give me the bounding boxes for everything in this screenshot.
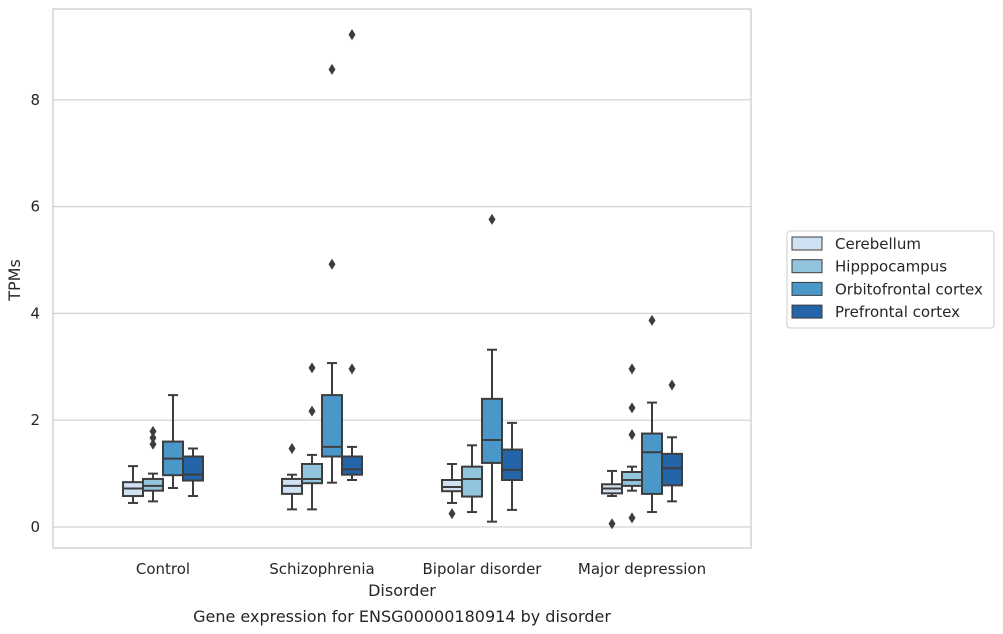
box-2-0 <box>162 394 184 490</box>
box-body <box>661 452 683 487</box>
outlier-point <box>488 213 496 225</box>
box-3-0 <box>182 447 204 498</box>
outlier-point <box>628 512 636 524</box>
box-1-0 <box>142 425 164 503</box>
outlier-point <box>288 443 296 455</box>
legend-swatch <box>791 259 823 274</box>
box-body <box>641 432 663 495</box>
outlier-point <box>668 379 676 391</box>
legend-swatch <box>791 304 823 319</box>
axes: 0 2 4 6 8 Control Schizophrenia Bipolar disorde… <box>30 8 752 578</box>
plot-frame <box>52 8 752 549</box>
x-axis-label: Disorder <box>368 581 436 600</box>
x-tick-label: Bipolar disorder <box>423 560 543 578</box>
box-body <box>182 455 204 482</box>
chart-caption: Gene expression for ENSG00000180914 by d… <box>193 607 611 626</box>
x-tick-label: Control <box>136 560 190 578</box>
box-0-0 <box>122 465 144 504</box>
box-body <box>301 462 323 485</box>
box-body <box>481 397 503 464</box>
legend: Cerebellum Hipppocampus Orbitofrontal cort… <box>786 230 995 329</box>
outlier-point <box>328 258 336 270</box>
legend-swatch <box>791 236 823 251</box>
box-body <box>321 394 343 458</box>
outlier-point <box>348 363 356 375</box>
legend-swatch <box>791 281 823 296</box>
legend-entry: Cerebellum <box>835 235 921 253</box>
box-0-3 <box>601 469 623 530</box>
outlier-point <box>648 314 656 326</box>
box-1-1 <box>301 362 323 511</box>
outlier-point <box>608 518 616 530</box>
box-0-1 <box>281 443 303 511</box>
outlier-point <box>149 425 157 437</box>
outlier-point <box>149 438 157 450</box>
outlier-point <box>628 363 636 375</box>
box-body <box>341 455 363 476</box>
legend-frame <box>786 230 995 329</box>
outlier-point <box>308 362 316 374</box>
box-body <box>142 477 164 492</box>
legend-entry: Prefrontal cortex <box>835 303 960 321</box>
box-2-2 <box>481 213 503 523</box>
outlier-point <box>448 508 456 520</box>
box-2-1 <box>321 63 343 484</box>
box-3-3 <box>661 379 683 503</box>
outlier-point <box>328 63 336 75</box>
y-tick-label: 8 <box>30 91 40 109</box>
y-tick-label: 2 <box>30 411 40 429</box>
legend-entry: Hipppocampus <box>835 258 947 276</box>
box-1-3 <box>621 363 643 524</box>
y-tick-label: 4 <box>30 304 40 322</box>
y-tick-label: 6 <box>30 198 40 216</box>
legend-entry: Orbitofrontal cortex <box>835 280 983 298</box>
x-tick-label: Major depression <box>578 560 706 578</box>
box-body <box>621 470 643 487</box>
outlier-point <box>628 429 636 441</box>
outlier-point <box>149 432 157 444</box>
box-3-2 <box>501 421 523 511</box>
box-3-1 <box>341 29 363 482</box>
x-tick-label: Schizophrenia <box>269 560 374 578</box>
box-body <box>441 479 463 493</box>
box-0-2 <box>441 462 463 520</box>
plot-area <box>122 29 683 530</box>
box-2-3 <box>641 314 663 514</box>
y-tick-label: 0 <box>30 518 40 536</box>
box-1-2 <box>461 444 483 514</box>
outlier-point <box>308 405 316 417</box>
box-body <box>461 465 483 498</box>
outlier-point <box>628 402 636 414</box>
y-axis-label: TPMs <box>5 259 24 302</box>
box-body <box>501 448 523 482</box>
grid-lines <box>53 99 751 528</box>
outlier-point <box>348 29 356 41</box>
